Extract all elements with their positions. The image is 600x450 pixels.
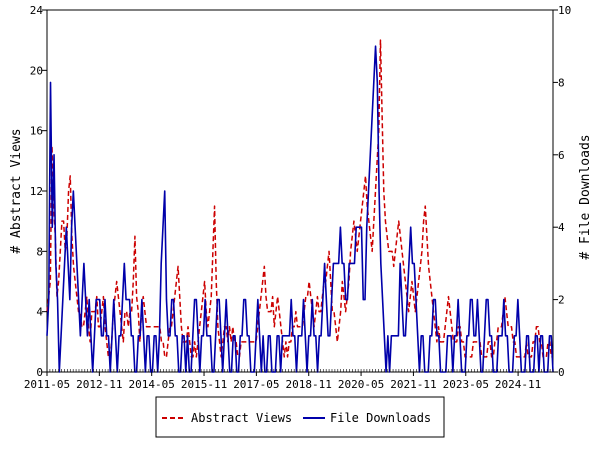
right-y-axis: 0 2 4 6 8 10 [553,4,571,379]
legend-box [155,396,445,438]
left-tick-label: 4 [36,306,43,319]
left-tick-label: 8 [36,245,43,258]
left-tick-label: 20 [30,64,43,77]
legend-label-abstract-views: Abstract Views [191,411,292,425]
x-tick-label: 2012-11 [76,378,122,391]
x-tick-label: 2021-11 [390,378,436,391]
right-axis-title: # File Downloads [578,134,593,259]
left-tick-label: 0 [36,366,43,379]
x-tick-label: 2014-05 [129,378,175,391]
left-tick-label: 12 [30,185,43,198]
left-axis-title: # Abstract Views [9,128,24,253]
right-tick-label: 10 [558,4,571,17]
right-tick-label: 6 [558,149,565,162]
plot-area [46,9,554,373]
right-tick-label: 2 [558,294,565,307]
right-tick-label: 0 [558,366,565,379]
left-tick-label: 16 [30,125,43,138]
legend-label-file-downloads: File Downloads [330,411,431,425]
x-tick-label: 2015-11 [181,378,227,391]
x-tick-label: 2011-05 [24,378,70,391]
x-tick-label: 2017-05 [233,378,279,391]
left-tick-label: 24 [30,4,44,17]
series-line-abstract-views [46,39,553,358]
x-tick-label: 2020-05 [338,378,384,391]
x-tick-label: 2023-05 [443,378,489,391]
x-tick-label: 2018-11 [286,378,332,391]
right-tick-label: 4 [558,221,565,234]
left-y-axis: 0 4 8 12 16 20 24 [30,4,47,379]
series-line-file-downloads [46,45,554,373]
right-tick-label: 8 [558,76,565,89]
legend: Abstract Views File Downloads [155,396,445,438]
x-axis: 2011-05 2012-11 2014-05 2015-11 2017-05 2018-… [24,369,554,391]
x-tick-label: 2024-11 [495,378,541,391]
